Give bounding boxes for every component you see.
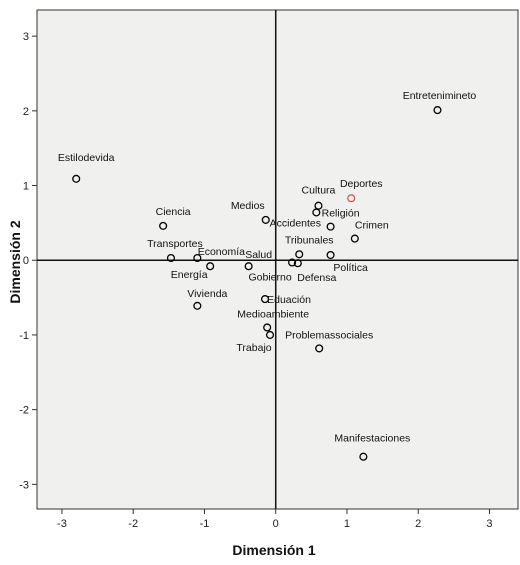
data-point-marker [359,452,368,461]
data-point-label: Transportes [147,238,203,250]
data-point-label: Energía [171,269,208,281]
data-point-label: Accidentes [270,217,321,229]
data-point-marker [295,250,304,259]
y-tick-label: 2 [23,106,29,118]
data-point-label: Política [333,262,368,274]
data-point-marker [288,258,297,267]
data-point-label: Eduación [267,294,311,306]
data-point-marker [263,323,272,332]
y-tick-label: -1 [19,330,29,342]
data-point-marker [315,344,324,353]
data-point-label: Trabajo [236,342,271,354]
data-points: Entretenimineto Estilodevida Deportes Cultu… [58,90,477,461]
data-point-marker [193,301,202,310]
x-tick-label: -3 [57,518,67,530]
data-point-marker [244,262,253,271]
data-point-marker [265,330,275,339]
data-point-label: Tribunales [285,234,334,246]
data-point-marker [193,253,202,263]
data-point-label: Vivienda [187,288,227,300]
x-tick-label: -2 [128,518,138,530]
axis-ticks: -3 -2 -1 0 1 2 3 3 2 1 0 -1 -2 -3 [19,31,492,530]
data-point-marker [433,106,442,115]
data-point-marker [293,259,302,268]
data-point-label: Medioambiente [237,308,309,320]
data-point-marker [72,174,81,183]
data-point-label: Deportes [340,178,383,190]
x-tick-label: 2 [415,518,421,530]
y-tick-label: 3 [23,31,29,43]
x-tick-label: 1 [344,518,350,530]
x-axis-title: Dimensión 1 [232,542,315,558]
data-point-label: Crimen [355,220,389,232]
data-point-marker [206,262,215,271]
data-point-marker [312,208,321,217]
data-point-label: Cultura [302,185,336,197]
data-point-label: Problemassociales [285,329,373,341]
data-point-marker [260,295,270,304]
data-point-marker [350,234,359,243]
data-point-marker [326,250,335,260]
data-point-label: Entretenimineto [403,90,477,102]
y-tick-label: 0 [23,255,29,267]
x-tick-label: -1 [200,518,210,530]
data-point-label: Medios [231,200,265,212]
data-point-label: Economía [198,246,245,258]
data-point-label: Salud [245,249,272,261]
data-point-marker [261,215,270,224]
y-axis-title: Dimensión 2 [7,220,23,303]
zero-axes [37,10,518,509]
data-point-label: Manifestaciones [334,433,410,445]
data-point-label: Ciencia [156,206,191,218]
y-tick-label: -2 [19,405,29,417]
x-tick-label: 3 [486,518,492,530]
data-point-label: Defensa [297,272,336,284]
y-tick-label: 1 [23,181,29,193]
data-point-marker [166,253,176,263]
y-tick-label: -3 [19,479,29,491]
data-point-label: Estilodevida [58,152,115,164]
data-point-marker [347,194,356,203]
data-point-marker [159,221,168,230]
x-tick-label: 0 [273,518,279,530]
data-point-label: Religión [322,208,360,220]
data-point-label: Gobierno [249,271,292,283]
data-point-marker [326,222,335,231]
